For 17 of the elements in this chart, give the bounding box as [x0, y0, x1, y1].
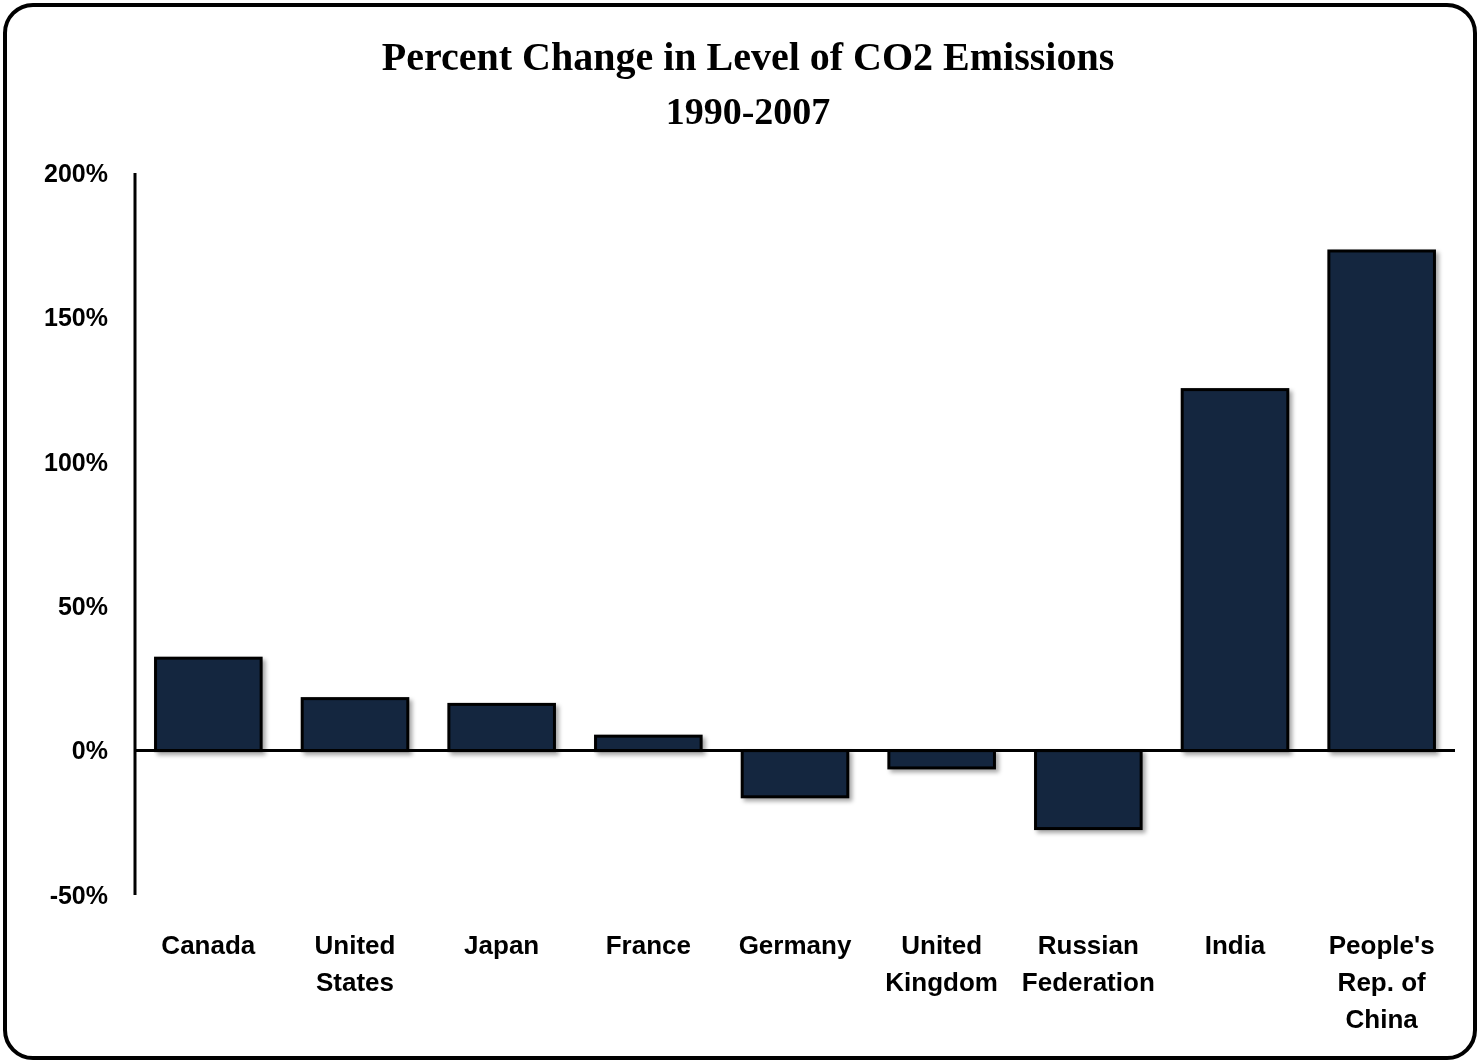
y-tick-label: 200%	[44, 158, 108, 187]
y-tick-label: 100%	[44, 447, 108, 476]
chart-subtitle: 1990-2007	[665, 90, 831, 132]
x-tick-label: India	[1204, 930, 1266, 960]
x-tick-label: Japan	[464, 930, 540, 960]
y-tick-label: 50%	[57, 591, 108, 620]
x-tick-label: People's Rep. of China	[1328, 930, 1435, 1034]
x-tick-label: Canada	[161, 930, 256, 960]
y-tick-label: 150%	[44, 303, 108, 332]
x-tick-label: United Kingdom	[885, 930, 998, 997]
y-tick-label: 0%	[71, 736, 108, 765]
y-tick-label: -50%	[49, 880, 108, 909]
x-tick-label: Germany	[738, 930, 852, 960]
chart-title: Percent Change in Level of CO2 Emissions	[381, 34, 1115, 79]
x-tick-label: Russian Federation	[1021, 930, 1155, 997]
x-tick-label: United States	[314, 930, 396, 997]
x-tick-label: France	[605, 930, 691, 960]
